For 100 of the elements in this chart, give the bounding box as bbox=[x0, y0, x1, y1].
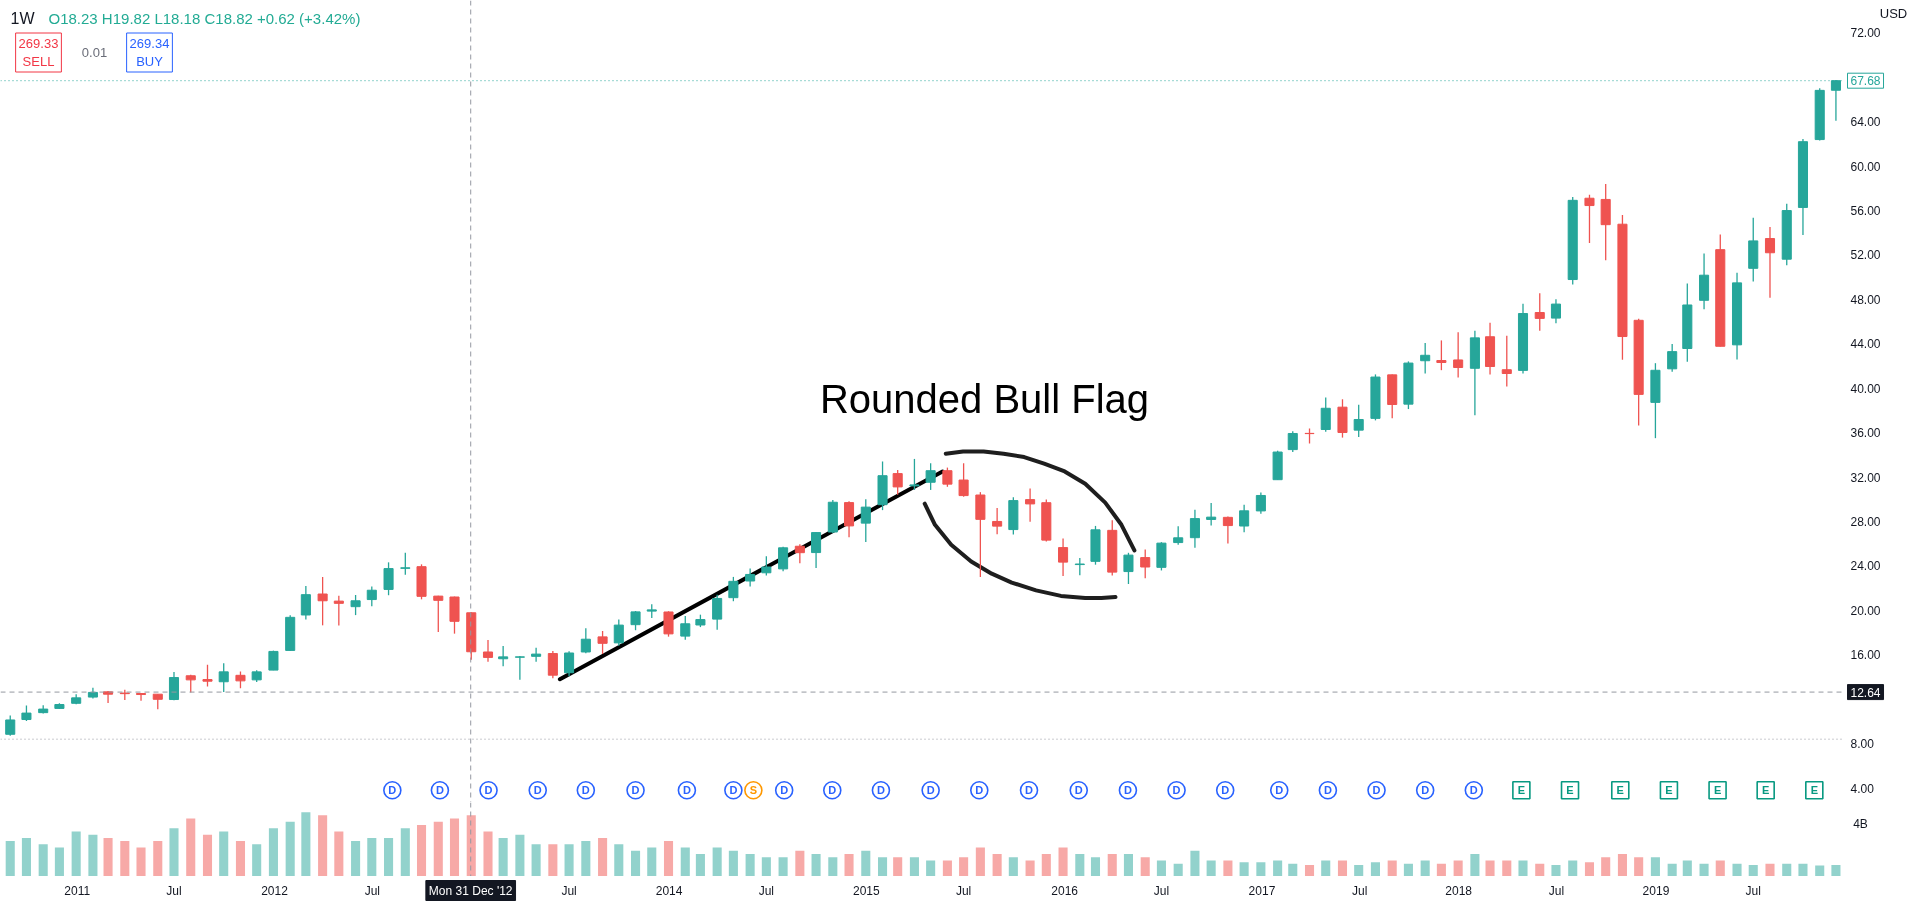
data-label: D bbox=[780, 784, 789, 797]
bar bbox=[1008, 857, 1018, 876]
bar bbox=[745, 853, 755, 876]
bar bbox=[38, 844, 48, 876]
data-label: D bbox=[435, 784, 444, 797]
candlestick bbox=[925, 462, 936, 491]
candlestick bbox=[844, 500, 855, 538]
bar bbox=[1041, 853, 1051, 876]
candlestick bbox=[1436, 339, 1447, 371]
candlestick bbox=[1534, 292, 1545, 332]
data-label: D bbox=[484, 784, 493, 797]
text: 1W bbox=[10, 10, 36, 27]
bar bbox=[1140, 857, 1150, 876]
candlestick bbox=[1667, 343, 1678, 373]
bar bbox=[598, 837, 608, 876]
bar bbox=[1239, 862, 1249, 876]
candlestick bbox=[728, 576, 739, 602]
bar bbox=[844, 853, 854, 876]
annotation: 269.34 BUY bbox=[129, 36, 170, 69]
bar bbox=[795, 850, 805, 876]
candlestick bbox=[1353, 404, 1364, 438]
bar bbox=[301, 812, 311, 876]
candlestick bbox=[1287, 430, 1298, 453]
bar bbox=[1420, 860, 1430, 876]
candlestick bbox=[1320, 396, 1331, 433]
y-tick-label: 72.00 bbox=[1850, 26, 1881, 41]
data-label: E bbox=[1665, 784, 1673, 797]
bar bbox=[1551, 864, 1561, 876]
bar bbox=[71, 831, 81, 876]
bar bbox=[466, 815, 476, 876]
data-label: D bbox=[1074, 784, 1083, 797]
candlestick bbox=[1206, 502, 1217, 527]
bar bbox=[1090, 857, 1101, 876]
candlestick bbox=[958, 462, 969, 498]
bar bbox=[564, 844, 574, 876]
bar bbox=[1075, 853, 1085, 876]
data-label: D bbox=[1275, 784, 1284, 797]
candlestick bbox=[202, 664, 213, 688]
y-tick-label: 36.00 bbox=[1850, 426, 1881, 441]
candlestick bbox=[383, 561, 394, 596]
candlestick bbox=[630, 610, 641, 631]
bar bbox=[1765, 863, 1775, 876]
data-label: D bbox=[729, 784, 738, 797]
bar bbox=[21, 837, 31, 876]
bar bbox=[252, 844, 262, 876]
candlestick bbox=[564, 650, 575, 677]
bar bbox=[663, 841, 674, 876]
data-label: D bbox=[975, 784, 984, 797]
y-tick-label: 16.00 bbox=[1850, 648, 1881, 663]
candlestick bbox=[992, 507, 1003, 535]
y-tick-label: 24.00 bbox=[1850, 559, 1881, 574]
candlestick bbox=[1123, 552, 1134, 585]
candlestick bbox=[1140, 548, 1151, 579]
bar bbox=[1387, 860, 1397, 876]
bar bbox=[631, 850, 641, 876]
data-label: E bbox=[1713, 784, 1722, 797]
candlestick bbox=[498, 645, 509, 667]
y-tick-label: 64.00 bbox=[1850, 115, 1881, 130]
y-tick-label: 44.00 bbox=[1850, 337, 1881, 352]
ref-line-label: 67.68 bbox=[1850, 74, 1881, 89]
bar bbox=[614, 844, 624, 876]
data-label: S bbox=[749, 784, 758, 797]
y-tick-label: 48.00 bbox=[1850, 292, 1881, 307]
text: O18.23 H19.82 L18.18 C18.82 +0.62 (+3.42%) bbox=[48, 10, 361, 27]
y-tick-label: 52.00 bbox=[1850, 248, 1881, 263]
x-tick-label: Jul bbox=[1548, 883, 1565, 898]
candlestick bbox=[909, 458, 920, 491]
candlestick bbox=[1189, 509, 1200, 549]
candlestick bbox=[794, 543, 805, 564]
bar bbox=[219, 831, 229, 876]
candlestick bbox=[613, 618, 624, 647]
candlestick bbox=[680, 615, 691, 641]
bar bbox=[202, 834, 213, 876]
candlestick bbox=[1025, 487, 1036, 523]
candlestick bbox=[942, 466, 953, 488]
candlestick bbox=[1420, 342, 1431, 375]
candlestick bbox=[333, 595, 344, 627]
bar bbox=[1058, 847, 1068, 876]
ref-line-label: 12.64 bbox=[1850, 685, 1881, 700]
candlestick bbox=[300, 585, 311, 621]
bar bbox=[1206, 860, 1216, 876]
data-label: D bbox=[533, 784, 542, 797]
bar bbox=[1321, 860, 1331, 876]
bar bbox=[268, 828, 278, 876]
candlestick bbox=[712, 594, 723, 631]
bar bbox=[942, 860, 952, 876]
bar bbox=[1831, 864, 1841, 876]
bar bbox=[153, 841, 163, 876]
bar bbox=[384, 837, 394, 876]
x-tick-label: 2015 bbox=[852, 884, 881, 898]
data-label: D bbox=[1372, 784, 1381, 797]
data-label: E bbox=[1566, 784, 1574, 797]
bar bbox=[1273, 860, 1283, 876]
bar bbox=[1782, 863, 1792, 876]
candlestick bbox=[1584, 194, 1595, 244]
candlestick bbox=[1501, 334, 1512, 388]
x-tick-label: Jul bbox=[561, 883, 577, 898]
bar bbox=[811, 853, 821, 876]
bar bbox=[1682, 860, 1692, 876]
candlestick bbox=[778, 546, 789, 572]
